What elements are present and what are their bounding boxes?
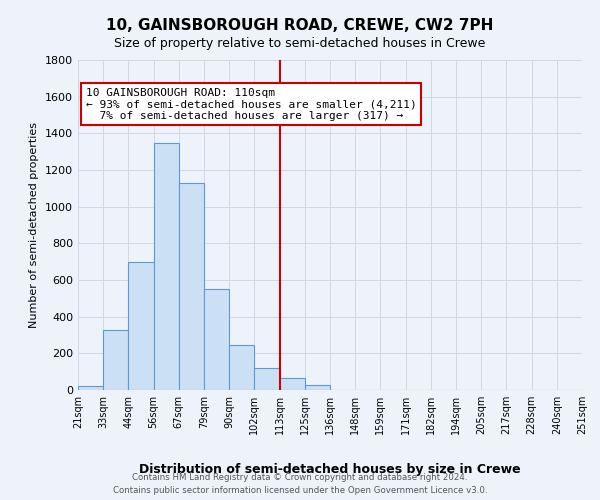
Text: Distribution of semi-detached houses by size in Crewe: Distribution of semi-detached houses by … [139,462,521,475]
Bar [280,378,305,390]
Bar [305,386,330,390]
Text: Contains HM Land Registry data © Crown copyright and database right 2024.
Contai: Contains HM Land Registry data © Crown c… [113,473,487,495]
Bar [103,330,128,390]
Bar [179,183,204,390]
Bar [204,289,229,390]
Text: 10 GAINSBOROUGH ROAD: 110sqm
← 93% of semi-detached houses are smaller (4,211)
 : 10 GAINSBOROUGH ROAD: 110sqm ← 93% of se… [86,88,416,120]
Y-axis label: Number of semi-detached properties: Number of semi-detached properties [29,122,40,328]
Bar [154,142,179,390]
Bar [229,345,254,390]
Text: Size of property relative to semi-detached houses in Crewe: Size of property relative to semi-detach… [115,38,485,51]
Bar [78,386,103,390]
Bar [128,262,154,390]
Bar [254,368,280,390]
Text: 10, GAINSBOROUGH ROAD, CREWE, CW2 7PH: 10, GAINSBOROUGH ROAD, CREWE, CW2 7PH [106,18,494,32]
